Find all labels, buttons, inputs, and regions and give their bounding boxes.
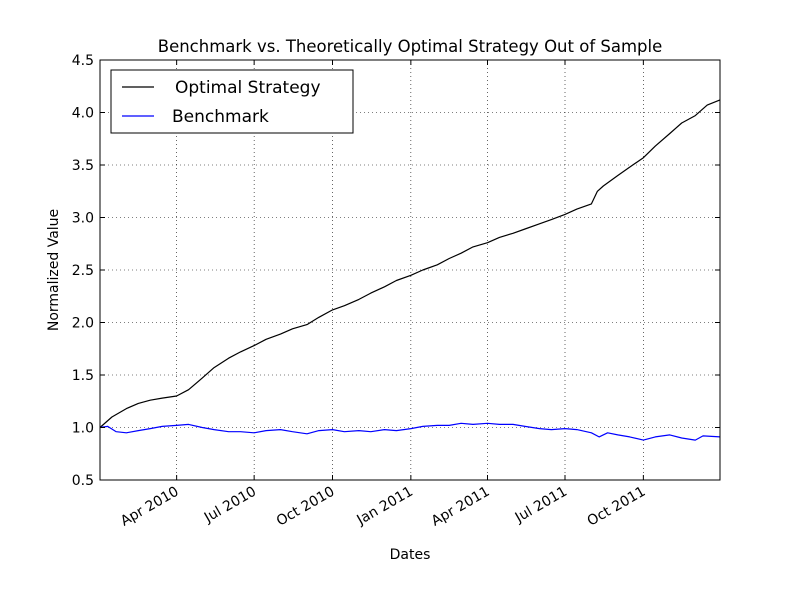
y-tick-label: 4.5 <box>72 53 94 69</box>
y-tick-label: 2.0 <box>72 316 94 332</box>
series-lines <box>99 99 721 441</box>
x-axis-label: Dates <box>390 547 431 563</box>
legend: Optimal Strategy Benchmark <box>110 69 354 134</box>
y-tick-label: 4.0 <box>72 106 94 122</box>
y-tick-label: 3.5 <box>72 158 94 174</box>
y-tick-label: 2.5 <box>72 263 94 279</box>
y-tick-label: 3.0 <box>72 211 94 227</box>
series-line-benchmark <box>99 422 721 441</box>
y-tick-label: 1.5 <box>72 368 94 384</box>
series-line-optimal-strategy <box>99 99 721 428</box>
legend-label-optimal: Optimal Strategy <box>175 78 321 98</box>
y-tick-label: 0.5 <box>72 473 94 489</box>
y-axis-label: Normalized Value <box>46 209 62 331</box>
chart-title: Benchmark vs. Theoretically Optimal Stra… <box>158 37 663 56</box>
y-tick-label: 1.0 <box>72 421 94 437</box>
legend-label-benchmark: Benchmark <box>172 107 269 127</box>
grid <box>100 60 720 480</box>
legend-box <box>110 69 354 134</box>
